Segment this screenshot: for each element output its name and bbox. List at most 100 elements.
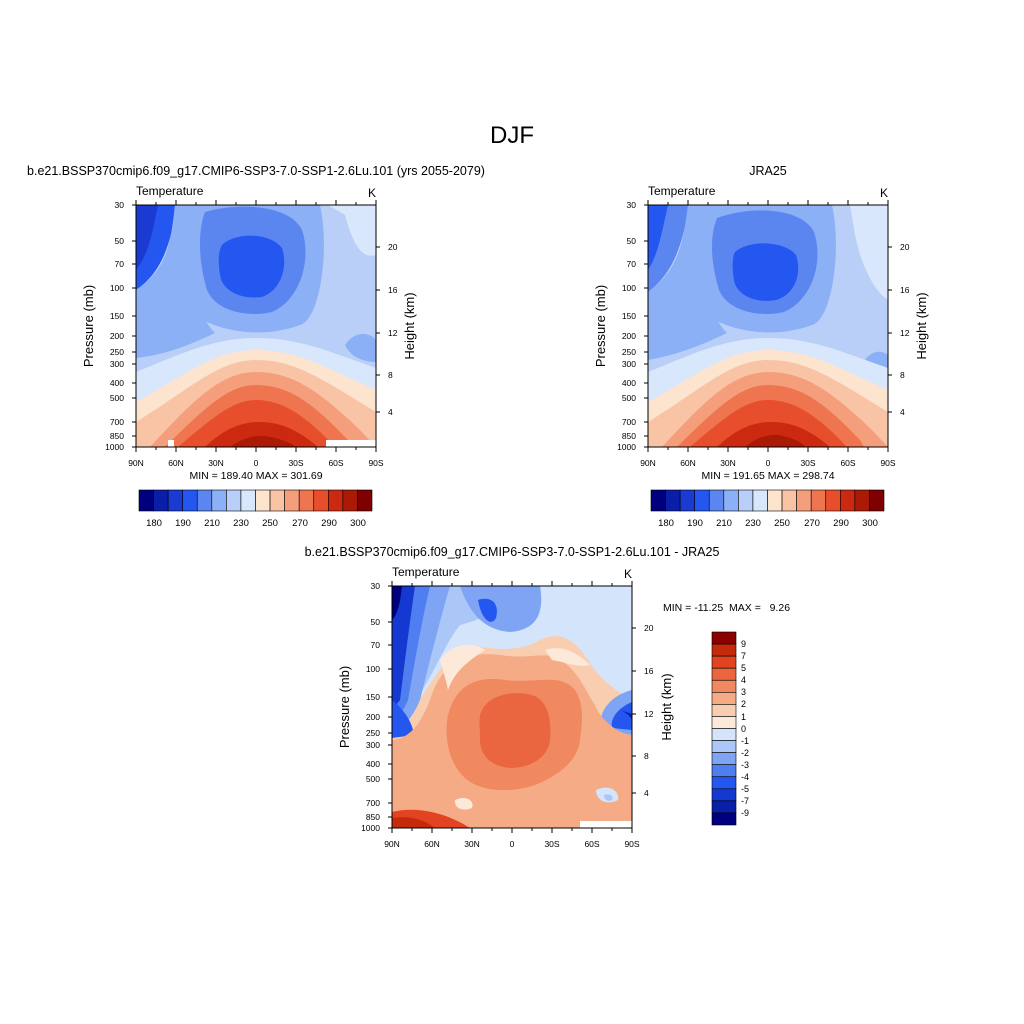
colorbar-swatch (711, 655, 737, 669)
colorbar-label: -7 (741, 796, 749, 806)
y2-tick-label: 8 (644, 751, 649, 761)
y-tick-label: 400 (622, 378, 636, 388)
y2-tick-label: 4 (644, 788, 649, 798)
colorbar-labels: 180 190 210 230 250 270 290 300 (658, 518, 878, 529)
y2-tick-label: 20 (900, 242, 910, 252)
colorbar-swatch (711, 716, 737, 729)
x-tick-label: 30S (800, 458, 815, 468)
colorbar-swatch (679, 489, 695, 512)
colorbar-swatch (255, 489, 271, 512)
panel-difference: b.e21.BSSP370cmip6.f09_g17.CMIP6-SSP3-7.… (305, 545, 791, 849)
y-tick-label: 850 (622, 431, 636, 441)
colorbar-label: 5 (741, 663, 746, 673)
colorbar-swatch (810, 489, 827, 512)
y2-tick-label: 12 (644, 709, 654, 719)
y2-tick-label: 8 (388, 370, 393, 380)
colorbar-swatch (854, 489, 870, 512)
x-tick-label: 90S (880, 458, 895, 468)
x-tick-label: 0 (254, 458, 259, 468)
colorbar-label: 230 (233, 518, 249, 529)
colorbar-swatch (711, 812, 737, 826)
units-label: K (880, 186, 888, 200)
x-tick-label: 90S (368, 458, 383, 468)
y-tick-label: 500 (366, 774, 380, 784)
y2-tick-label: 4 (388, 407, 393, 417)
colorbar-label: 190 (175, 518, 191, 529)
x-axis: 90N 60N 30N 0 30S 60S 90S (384, 839, 640, 849)
y-axis-right: 20 16 12 8 4 Height (km) (388, 242, 417, 417)
colorbar-swatch (796, 489, 812, 512)
y-tick-label: 1000 (617, 442, 636, 452)
panel-title: JRA25 (749, 164, 787, 178)
y-tick-label: 700 (366, 798, 380, 808)
y-axis-left: 30 50 70 100 150 200 250 300 400 500 700… (593, 200, 636, 452)
colorbar-swatch (240, 489, 256, 512)
contour-field (136, 205, 376, 447)
colorbar-label: -9 (741, 808, 749, 818)
y-tick-label: 150 (366, 692, 380, 702)
x-tick-label: 90N (128, 458, 144, 468)
y-tick-label: 300 (366, 740, 380, 750)
y-tick-label: 50 (627, 236, 637, 246)
colorbar-swatch (711, 692, 737, 705)
y-axis-left: 30 50 70 100 150 200 250 300 400 500 700… (81, 200, 124, 452)
y-tick-label: 200 (366, 712, 380, 722)
colorbar-labels: 180 190 210 230 250 270 290 300 (146, 518, 366, 529)
y2-axis-title: Height (km) (402, 292, 417, 359)
colorbar-swatch (328, 489, 344, 512)
colorbar-label: 210 (204, 518, 220, 529)
colorbar-label: 270 (292, 518, 308, 529)
y-axis-left: 30 50 70 100 150 200 250 300 400 500 700… (337, 581, 380, 833)
colorbar-swatch (767, 489, 783, 512)
colorbar-swatch (182, 489, 198, 512)
page-title: DJF (490, 122, 534, 149)
x-tick-label: 90N (384, 839, 400, 849)
colorbar (650, 489, 885, 512)
colorbar-swatch (869, 489, 885, 512)
y-tick-label: 100 (622, 283, 636, 293)
units-label: K (624, 567, 632, 581)
colorbar-swatch (298, 489, 315, 512)
y-tick-label: 50 (371, 617, 381, 627)
colorbar-label: -3 (741, 760, 749, 770)
colorbar-swatch (138, 489, 154, 512)
contour-field (648, 205, 888, 447)
colorbar-swatch (711, 740, 737, 753)
colorbar-swatch (738, 489, 754, 512)
colorbar-label: 2 (741, 699, 746, 709)
x-tick-label: 30N (208, 458, 224, 468)
y-axis-right: 20 16 12 8 4 Height (km) (900, 242, 929, 417)
y-tick-label: 70 (115, 259, 125, 269)
units-label: K (368, 186, 376, 200)
colorbar-swatch (711, 752, 737, 765)
colorbar-swatch (711, 764, 737, 778)
panel-title: b.e21.BSSP370cmip6.f09_g17.CMIP6-SSP3-7.… (27, 164, 485, 178)
x-tick-label: 90N (640, 458, 656, 468)
colorbar-swatch (665, 489, 681, 512)
y-tick-label: 150 (110, 311, 124, 321)
y-tick-label: 30 (115, 200, 125, 210)
y-tick-label: 1000 (105, 442, 124, 452)
y-tick-label: 30 (371, 581, 381, 591)
colorbar-swatch (342, 489, 358, 512)
colorbar-swatch (226, 489, 242, 512)
colorbar (711, 631, 737, 826)
y-tick-label: 1000 (361, 823, 380, 833)
min-max-stats: MIN = 189.40 MAX = 301.69 (189, 470, 322, 482)
y-tick-label: 200 (110, 331, 124, 341)
y2-tick-label: 4 (900, 407, 905, 417)
colorbar-swatch (211, 489, 227, 512)
y2-tick-label: 16 (388, 285, 398, 295)
x-tick-label: 60N (424, 839, 440, 849)
y-tick-label: 50 (115, 236, 125, 246)
y2-tick-label: 20 (644, 623, 654, 633)
y2-tick-label: 16 (644, 666, 654, 676)
panel-reanalysis: JRA25 Temperature K 90N 60N (593, 164, 929, 529)
x-tick-label: 90S (624, 839, 639, 849)
x-tick-label: 30N (720, 458, 736, 468)
colorbar-swatch (711, 631, 737, 645)
y2-tick-label: 20 (388, 242, 398, 252)
x-tick-label: 60S (328, 458, 343, 468)
tick-marks (132, 200, 892, 833)
variable-label: Temperature (136, 184, 204, 198)
